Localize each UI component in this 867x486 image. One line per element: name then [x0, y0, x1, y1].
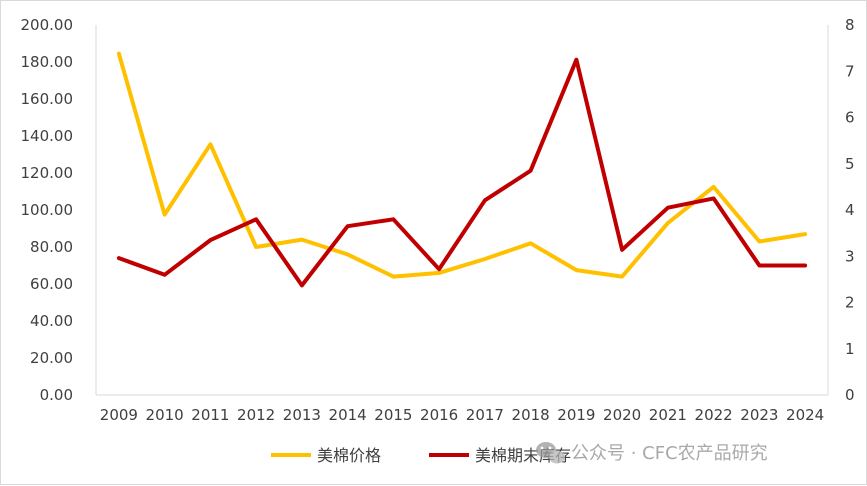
legend: 美棉价格 美棉期末库存 — [271, 446, 571, 465]
right-axis-tick-label: 1 — [845, 340, 855, 358]
x-axis-tick-label: 2019 — [557, 406, 595, 424]
x-axis-tick-label: 2011 — [191, 406, 229, 424]
left-axis-ticks: 0.00 20.00 40.00 60.00 80.00 100.00 120.00 140.… — [21, 16, 74, 404]
x-axis-tick-label: 2016 — [420, 406, 458, 424]
x-axis-tick-label: 2017 — [466, 406, 504, 424]
x-axis-tick-label: 2023 — [740, 406, 778, 424]
x-axis-tick-label: 2015 — [374, 406, 412, 424]
left-axis-tick-label: 40.00 — [30, 312, 73, 330]
left-axis-tick-label: 20.00 — [30, 349, 73, 367]
left-axis-tick-label: 180.00 — [21, 53, 74, 71]
left-axis-tick-label: 60.00 — [30, 275, 73, 293]
x-axis-tick-label: 2020 — [603, 406, 641, 424]
left-axis-tick-label: 0.00 — [40, 386, 73, 404]
right-axis-ticks: 0 1 2 3 4 5 6 7 8 — [845, 16, 855, 404]
left-axis-tick-label: 140.00 — [21, 127, 74, 145]
x-axis-tick-label: 2014 — [329, 406, 367, 424]
x-axis-tick-label: 2021 — [649, 406, 687, 424]
series-line-price — [119, 54, 805, 277]
x-axis-tick-label: 2022 — [695, 406, 733, 424]
watermark: 公众号 · CFC农产品研究 — [536, 442, 768, 464]
right-axis-tick-label: 8 — [845, 16, 855, 34]
x-axis-tick-label: 2018 — [512, 406, 550, 424]
right-axis-tick-label: 5 — [845, 155, 855, 173]
x-axis-tick-label: 2012 — [237, 406, 275, 424]
left-axis-tick-label: 100.00 — [21, 201, 74, 219]
left-axis-tick-label: 160.00 — [21, 90, 74, 108]
left-axis-tick-label: 120.00 — [21, 164, 74, 182]
x-axis-ticks: 2009 2010 2011 2012 2013 2014 2015 2016 2017 2018… — [100, 406, 824, 424]
x-axis-tick-label: 2024 — [786, 406, 824, 424]
watermark-text: 公众号 · CFC农产品研究 — [571, 443, 768, 464]
x-axis-tick-label: 2010 — [146, 406, 184, 424]
right-axis-tick-label: 3 — [845, 247, 855, 265]
series-layer — [119, 54, 805, 286]
right-axis-tick-label: 7 — [845, 62, 855, 80]
right-axis-tick-label: 2 — [845, 294, 855, 312]
right-axis-tick-label: 0 — [845, 386, 855, 404]
legend-label-price: 美棉价格 — [317, 446, 381, 465]
right-axis-tick-label: 6 — [845, 109, 855, 127]
left-axis-tick-label: 80.00 — [30, 238, 73, 256]
x-axis-tick-label: 2013 — [283, 406, 321, 424]
right-axis-tick-label: 4 — [845, 201, 855, 219]
left-axis-tick-label: 200.00 — [21, 16, 74, 34]
x-axis-tick-label: 2009 — [100, 406, 138, 424]
axes-layer — [96, 25, 828, 395]
